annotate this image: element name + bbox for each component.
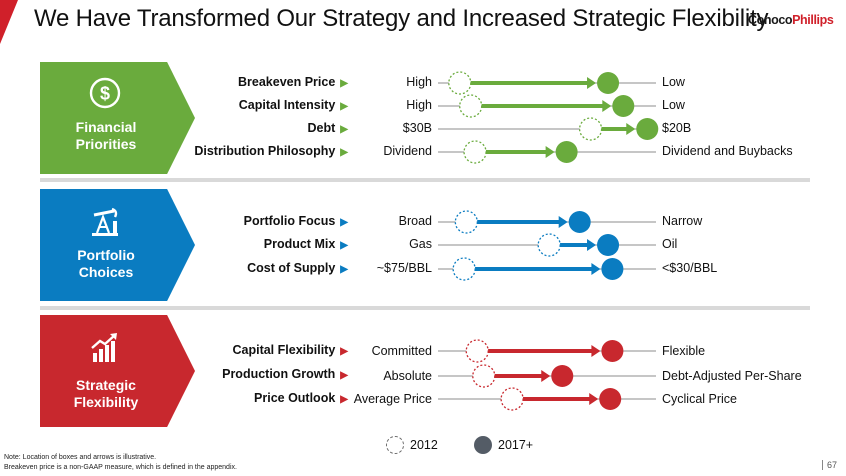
row-label-portfolio-focus: Portfolio Focus ▶ (243, 214, 348, 228)
svg-text:$: $ (100, 84, 110, 104)
start-circle-2012-portfolio-focus (454, 210, 478, 234)
row-to-product-mix: Oil (662, 237, 678, 251)
arrow-head-breakeven-price (587, 77, 597, 89)
end-circle-2017-portfolio-focus (568, 211, 591, 233)
brand-corner-accent (0, 0, 18, 44)
end-circle-2017-capital-flexibility (601, 340, 624, 362)
page-number: 67 (822, 460, 837, 470)
dollar-circle-icon: $ (89, 77, 121, 109)
legend-item-2017: 2017+ (474, 436, 533, 454)
row-label-product-mix: Product Mix ▶ (263, 237, 348, 251)
row-label-production-growth: Production Growth ▶ (222, 367, 348, 381)
bar-chart-arrow-icon (91, 333, 117, 362)
row-from-capital-flexibility: Committed (371, 344, 432, 358)
logo-text-2: Phillips (792, 13, 834, 27)
row-from-production-growth: Absolute (383, 369, 432, 383)
end-circle-2017-breakeven-price (597, 72, 620, 94)
logo-text-1: Conoco (748, 13, 793, 27)
row-to-capital-flexibility: Flexible (662, 344, 706, 358)
row-to-debt: $20B (662, 121, 692, 135)
end-circle-2017-capital-intensity (612, 95, 635, 117)
start-circle-2012-cost-of-supply (452, 257, 476, 281)
row-from-portfolio-focus: Broad (398, 214, 432, 228)
arrow-head-production-growth (541, 370, 551, 382)
start-circle-2012-debt (578, 117, 603, 141)
legend-item-2012: 2012 (386, 436, 438, 454)
company-logo: ConocoPhillips (748, 13, 834, 27)
row-to-cost-of-supply: <$30/BBL (662, 261, 718, 275)
row-from-cost-of-supply: ~$75/BBL (376, 261, 432, 275)
arrow-head-product-mix (587, 239, 597, 251)
financial-priorities-chevron: $ Financial Priorities (40, 62, 195, 174)
section-label-portfolio: Portfolio Choices (77, 247, 135, 280)
arrow-head-distribution-philosophy (545, 146, 555, 158)
end-circle-2017-debt (636, 118, 659, 140)
arrow-head-capital-intensity (602, 100, 612, 112)
start-circle-2012-capital-intensity (459, 94, 483, 118)
row-to-portfolio-focus: Narrow (662, 214, 703, 228)
section-divider (40, 178, 810, 182)
row-from-product-mix: Gas (409, 237, 432, 251)
row-label-capital-intensity: Capital Intensity ▶ (238, 98, 348, 112)
end-circle-2017-product-mix (597, 234, 620, 256)
start-circle-2012-production-growth (472, 364, 496, 388)
section-label-strategic: Strategic Flexibility (73, 377, 139, 410)
section-label-financial: Financial Priorities (75, 119, 137, 152)
row-from-debt: $30B (402, 121, 432, 135)
row-label-breakeven-price: Breakeven Price ▶ (238, 75, 348, 89)
oil-pumpjack-icon (92, 207, 118, 236)
slide-title: We Have Transformed Our Strategy and Inc… (34, 5, 769, 32)
legend-dashed-circle-icon (386, 436, 404, 454)
start-circle-2012-distribution-philosophy (463, 140, 487, 164)
legend-filled-circle-icon (474, 436, 492, 454)
slide-header: We Have Transformed Our Strategy and Inc… (0, 0, 846, 44)
section-divider (40, 306, 810, 310)
end-circle-2017-production-growth (551, 365, 574, 387)
row-label-cost-of-supply: Cost of Supply ▶ (247, 261, 348, 275)
row-to-capital-intensity: Low (662, 98, 685, 112)
start-circle-2012-capital-flexibility (465, 339, 489, 363)
row-from-price-outlook: Average Price (353, 392, 432, 406)
start-circle-2012-breakeven-price (448, 71, 472, 95)
row-label-capital-flexibility: Capital Flexibility ▶ (232, 343, 348, 357)
strategic-flexibility-chevron: Strategic Flexibility (40, 315, 195, 427)
row-to-breakeven-price: Low (662, 75, 685, 89)
row-to-price-outlook: Cyclical Price (662, 392, 738, 406)
arrow-head-price-outlook (589, 393, 599, 405)
row-from-breakeven-price: High (406, 75, 432, 89)
footnote-2: Breakeven price is a non-GAAP measure, w… (4, 464, 237, 471)
start-circle-2012-price-outlook (500, 387, 524, 411)
arrow-head-capital-flexibility (591, 345, 601, 357)
portfolio-choices-chevron: Portfolio Choices (40, 189, 195, 301)
row-to-production-growth: Debt-Adjusted Per-Share (662, 369, 802, 383)
arrow-head-portfolio-focus (558, 216, 568, 228)
row-to-distribution-philosophy: Dividend and Buybacks (662, 144, 793, 158)
row-from-distribution-philosophy: Dividend (383, 144, 432, 158)
end-circle-2017-distribution-philosophy (555, 141, 578, 163)
arrow-head-debt (626, 123, 636, 135)
row-label-price-outlook: Price Outlook ▶ (254, 391, 348, 405)
row-from-capital-intensity: High (406, 98, 432, 112)
row-label-distribution-philosophy: Distribution Philosophy ▶ (194, 144, 348, 158)
arrow-head-cost-of-supply (591, 263, 601, 275)
end-circle-2017-cost-of-supply (601, 258, 624, 280)
footnote-1: Note: Location of boxes and arrows is il… (4, 454, 157, 461)
start-circle-2012-product-mix (537, 233, 561, 257)
end-circle-2017-price-outlook (599, 388, 622, 410)
row-label-debt: Debt ▶ (307, 121, 348, 135)
